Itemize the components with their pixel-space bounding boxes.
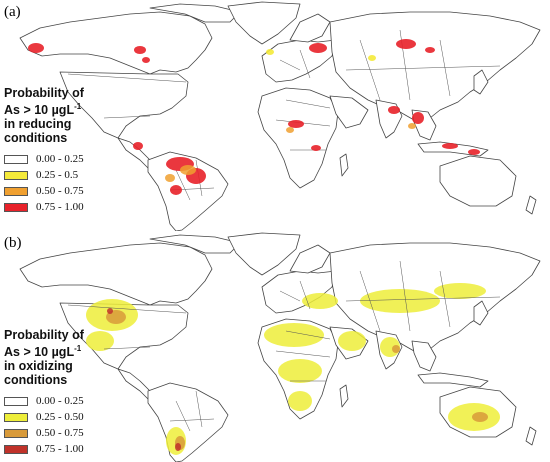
legend-item: 0.50 - 0.75 bbox=[4, 425, 154, 441]
legend-title-text: As > 10 bbox=[4, 103, 52, 118]
legend-item: 0.75 - 1.00 bbox=[4, 441, 154, 457]
low-probability-areas bbox=[266, 49, 376, 61]
panel-letter-a: (a) bbox=[4, 4, 21, 20]
world-map-reducing bbox=[19, 1, 541, 231]
legend-item: 0.75 - 1.00 bbox=[4, 199, 154, 215]
legend-item: 0.25 - 0.50 bbox=[4, 409, 154, 425]
legend-range: 0.50 - 0.75 bbox=[36, 427, 84, 440]
legend-range: 0.25 - 0.50 bbox=[36, 411, 84, 424]
legend-title-line: in reducing bbox=[4, 117, 72, 132]
legend-swatch bbox=[4, 154, 28, 164]
legend-item: 0.25 - 0.5 bbox=[4, 167, 154, 183]
mid-probability-areas bbox=[165, 123, 416, 182]
legend-swatch bbox=[4, 444, 28, 454]
legend-title-line: conditions bbox=[4, 131, 68, 146]
legend-unit: µgL bbox=[51, 103, 75, 118]
legend-range: 0.00 - 0.25 bbox=[36, 395, 84, 408]
legend-swatch bbox=[4, 412, 28, 422]
legend-reducing: Probability of As > 10 µgL-1 in reducing… bbox=[4, 86, 154, 215]
legend-title-line: Probability of bbox=[4, 86, 84, 100]
country-borders bbox=[67, 260, 501, 432]
world-map-oxidizing bbox=[19, 232, 541, 462]
legend-swatch bbox=[4, 170, 28, 180]
legend-unit-exponent: -1 bbox=[74, 102, 82, 111]
legend-title-line: conditions bbox=[4, 373, 68, 388]
legend-title: Probability of As > 10 µgL-1 in oxidizin… bbox=[4, 328, 154, 387]
legend-swatch bbox=[4, 186, 28, 196]
panel-letter-b: (b) bbox=[4, 235, 22, 251]
legend-range: 0.50 - 0.75 bbox=[36, 185, 84, 198]
legend-range: 0.25 - 0.5 bbox=[36, 169, 79, 182]
legend-classes: 0.00 - 0.25 0.25 - 0.5 0.50 - 0.75 0.75 … bbox=[4, 151, 154, 215]
map-panel-a: (a) Probability of As > 10 µgL-1 in redu… bbox=[4, 1, 541, 231]
map-panel-b: (b) Probability of As > 10 µgL-1 in oxid… bbox=[0, 231, 550, 462]
legend-range: 0.75 - 1.00 bbox=[36, 443, 84, 456]
legend-range: 0.00 - 0.25 bbox=[36, 153, 84, 166]
legend-item: 0.00 - 0.25 bbox=[4, 393, 154, 409]
legend-swatch bbox=[4, 428, 28, 438]
high-probability-areas bbox=[107, 308, 181, 451]
low-probability-areas bbox=[86, 283, 500, 455]
legend-item: 0.00 - 0.25 bbox=[4, 151, 154, 167]
legend-title: Probability of As > 10 µgL-1 in reducing… bbox=[4, 86, 154, 145]
legend-oxidizing: Probability of As > 10 µgL-1 in oxidizin… bbox=[4, 328, 154, 457]
legend-title-line: As > 10 µgL-1 bbox=[4, 342, 154, 359]
legend-range: 0.75 - 1.00 bbox=[36, 201, 84, 214]
legend-classes: 0.00 - 0.25 0.25 - 0.50 0.50 - 0.75 0.75… bbox=[4, 393, 154, 457]
legend-title-line: Probability of bbox=[4, 328, 84, 342]
legend-swatch bbox=[4, 396, 28, 406]
legend-title-text: As > 10 bbox=[4, 345, 52, 360]
legend-title-line: in oxidizing bbox=[4, 359, 73, 374]
legend-title-line: As > 10 µgL-1 bbox=[4, 100, 154, 117]
legend-unit: µgL bbox=[51, 345, 75, 360]
legend-swatch bbox=[4, 202, 28, 212]
legend-unit-exponent: -1 bbox=[74, 344, 82, 353]
legend-item: 0.50 - 0.75 bbox=[4, 183, 154, 199]
